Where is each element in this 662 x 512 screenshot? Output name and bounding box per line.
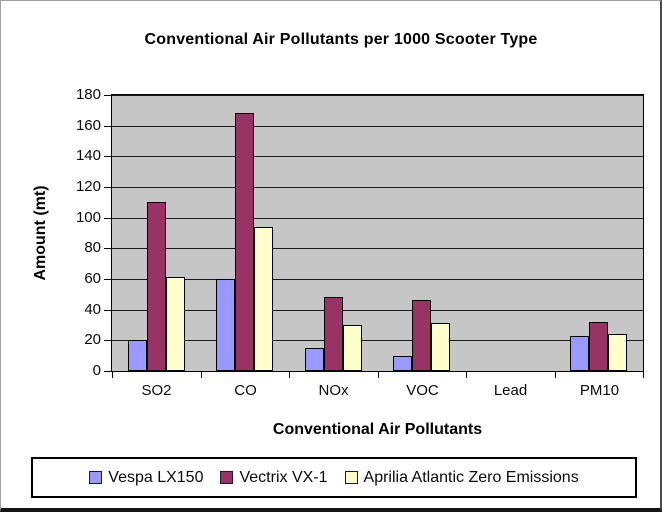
y-tick-mark-60 [104, 279, 111, 280]
bar-vespa-lx150-pm10 [570, 336, 589, 371]
x-tick-mark-3 [378, 372, 379, 378]
y-tick-label-180: 180 [75, 86, 101, 103]
gridline-y-120 [112, 187, 643, 188]
y-tick-mark-40 [104, 310, 111, 311]
x-tick-mark-4 [466, 372, 467, 378]
gridline-y-180 [112, 95, 643, 96]
gridline-y-60 [112, 279, 643, 280]
y-tick-label-80: 80 [84, 239, 101, 256]
y-tick-mark-160 [104, 126, 111, 127]
gridline-y-20 [112, 340, 643, 341]
gridline-y-80 [112, 248, 643, 249]
bar-vectrix-vx-1-voc [412, 300, 431, 371]
y-tick-mark-120 [104, 187, 111, 188]
legend-swatch-icon [344, 471, 358, 484]
legend-entry-vespa-lx150: Vespa LX150 [89, 469, 203, 487]
legend-swatch-icon [89, 471, 103, 484]
x-tick-label-co: CO [234, 382, 257, 399]
x-tick-label-pm10: PM10 [579, 382, 620, 399]
legend-swatch-icon [220, 471, 234, 484]
y-tick-label-0: 0 [92, 362, 101, 379]
y-tick-mark-0 [104, 371, 111, 372]
y-tick-mark-20 [104, 340, 111, 341]
bar-aprilia-atlantic-zero-emissions-co [254, 227, 273, 371]
y-tick-label-100: 100 [75, 209, 101, 226]
gridline-y-140 [112, 156, 643, 157]
y-tick-mark-140 [104, 156, 111, 157]
legend-label: Vespa LX150 [108, 468, 204, 486]
plot-area [111, 94, 644, 372]
gridline-y-160 [112, 126, 643, 127]
x-tick-mark-2 [289, 372, 290, 378]
bar-vectrix-vx-1-co [235, 113, 254, 371]
x-axis-title: Conventional Air Pollutants [272, 421, 483, 438]
y-tick-label-120: 120 [75, 178, 101, 195]
x-tick-label-lead: Lead [493, 382, 528, 399]
y-tick-label-60: 60 [84, 270, 101, 287]
gridline-y-100 [112, 218, 643, 219]
y-tick-label-160: 160 [75, 117, 101, 134]
bar-vespa-lx150-nox [305, 348, 324, 371]
bar-vectrix-vx-1-nox [324, 297, 343, 371]
x-tick-label-voc: VOC [406, 382, 439, 399]
legend-label: Vectrix VX-1 [239, 468, 328, 486]
x-tick-mark-6 [643, 372, 644, 378]
bar-aprilia-atlantic-zero-emissions-voc [431, 323, 450, 371]
bar-aprilia-atlantic-zero-emissions-pm10 [608, 334, 627, 371]
x-tick-mark-0 [112, 372, 113, 378]
x-tick-mark-1 [201, 372, 202, 378]
bar-vespa-lx150-so2 [128, 340, 147, 371]
y-tick-label-140: 140 [75, 147, 101, 164]
bar-aprilia-atlantic-zero-emissions-nox [343, 325, 362, 371]
x-tick-label-nox: NOx [318, 382, 349, 399]
bar-aprilia-atlantic-zero-emissions-so2 [166, 277, 185, 371]
legend-label: Aprilia Atlantic Zero Emissions [363, 468, 579, 486]
bar-vectrix-vx-1-pm10 [589, 322, 608, 371]
x-tick-mark-5 [555, 372, 556, 378]
y-tick-mark-100 [104, 218, 111, 219]
bar-vespa-lx150-voc [393, 356, 412, 371]
y-tick-mark-180 [104, 95, 111, 96]
bar-vespa-lx150-co [216, 279, 235, 371]
gridline-y-40 [112, 310, 643, 311]
legend-entry-aprilia-atlantic-zero-emissions: Aprilia Atlantic Zero Emissions [344, 468, 579, 487]
y-axis-title: Amount (mt) [32, 185, 49, 281]
chart-title: Conventional Air Pollutants per 1000 Sco… [144, 31, 538, 48]
y-tick-mark-80 [104, 248, 111, 249]
bar-vectrix-vx-1-so2 [147, 202, 166, 371]
x-tick-label-so2: SO2 [141, 382, 172, 399]
legend-entry-vectrix-vx-1: Vectrix VX-1 [220, 468, 328, 487]
y-tick-label-20: 20 [84, 331, 101, 348]
legend: Vespa LX150 Vectrix VX-1 Aprilia Atlantic … [31, 457, 637, 498]
y-tick-label-40: 40 [84, 301, 101, 318]
